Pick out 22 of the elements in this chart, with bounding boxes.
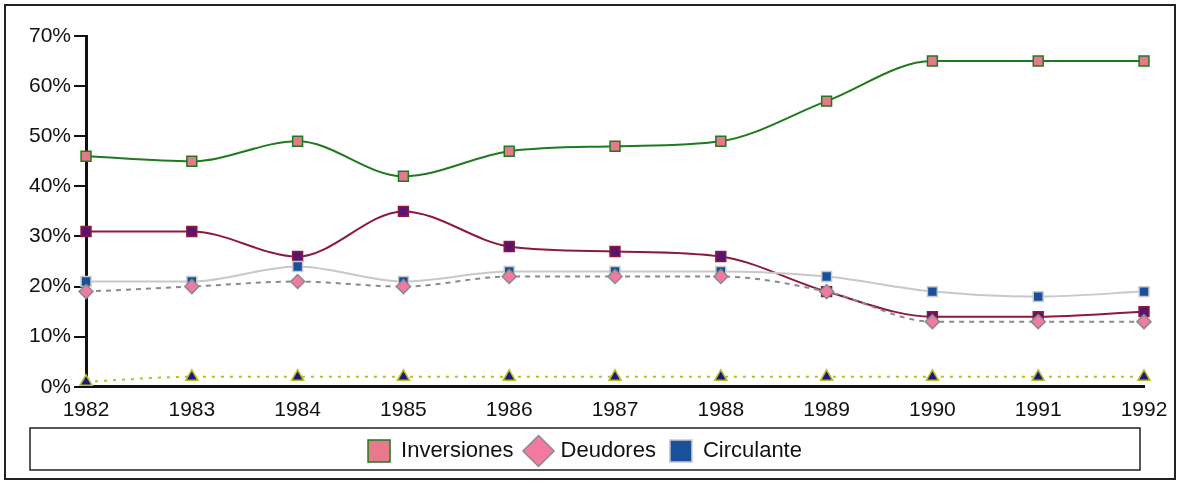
- y-tick-label: 50%: [29, 123, 72, 147]
- x-tick-label: 1987: [591, 397, 639, 421]
- y-tick-label: 60%: [29, 72, 72, 96]
- x-tick-label: 1990: [909, 397, 956, 421]
- x-tick-label: 1989: [803, 397, 850, 421]
- y-tick-label: 0%: [40, 373, 72, 397]
- x-tick-label: 1992: [1120, 397, 1168, 421]
- x-tick-label: 1984: [274, 397, 322, 421]
- x-tick-label: 1991: [1014, 397, 1062, 421]
- legend-label: Inversiones: [401, 437, 514, 463]
- x-tick-label: 1982: [62, 397, 110, 421]
- legend-label: Deudores: [560, 437, 656, 463]
- x-tick-label: 1983: [168, 397, 216, 421]
- y-tick-label: 40%: [29, 173, 72, 197]
- y-tick-label: 30%: [29, 223, 72, 247]
- legend-label: Circulante: [702, 437, 802, 463]
- y-tick-label: 20%: [29, 273, 72, 297]
- y-tick-label: 10%: [29, 323, 72, 347]
- y-tick-label: 70%: [29, 22, 72, 46]
- x-tick-label: 1985: [380, 397, 427, 421]
- x-tick-label: 1988: [697, 397, 745, 421]
- x-tick-label: 1986: [485, 397, 533, 421]
